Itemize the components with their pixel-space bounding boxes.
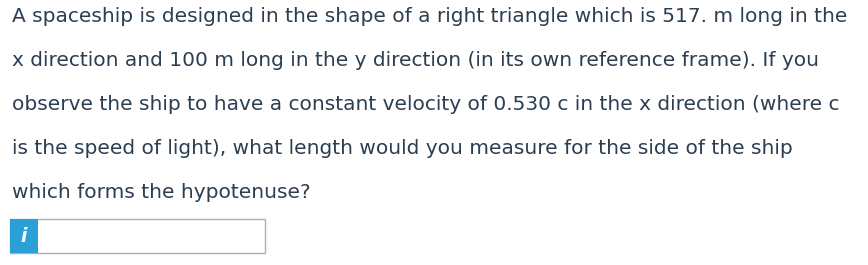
Text: A spaceship is designed in the shape of a right triangle which is 517. m long in: A spaceship is designed in the shape of … bbox=[12, 7, 847, 26]
Text: which forms the hypotenuse?: which forms the hypotenuse? bbox=[12, 183, 311, 202]
Text: m: m bbox=[10, 263, 29, 265]
Text: is the speed of light), what length would you measure for the side of the ship: is the speed of light), what length woul… bbox=[12, 139, 792, 158]
FancyBboxPatch shape bbox=[10, 219, 265, 253]
Text: x direction and 100 m long in the y direction (in its own reference frame). If y: x direction and 100 m long in the y dire… bbox=[12, 51, 819, 70]
Text: observe the ship to have a constant velocity of 0.530 c in the x direction (wher: observe the ship to have a constant velo… bbox=[12, 95, 839, 114]
FancyBboxPatch shape bbox=[10, 219, 38, 253]
Text: i: i bbox=[21, 227, 27, 245]
